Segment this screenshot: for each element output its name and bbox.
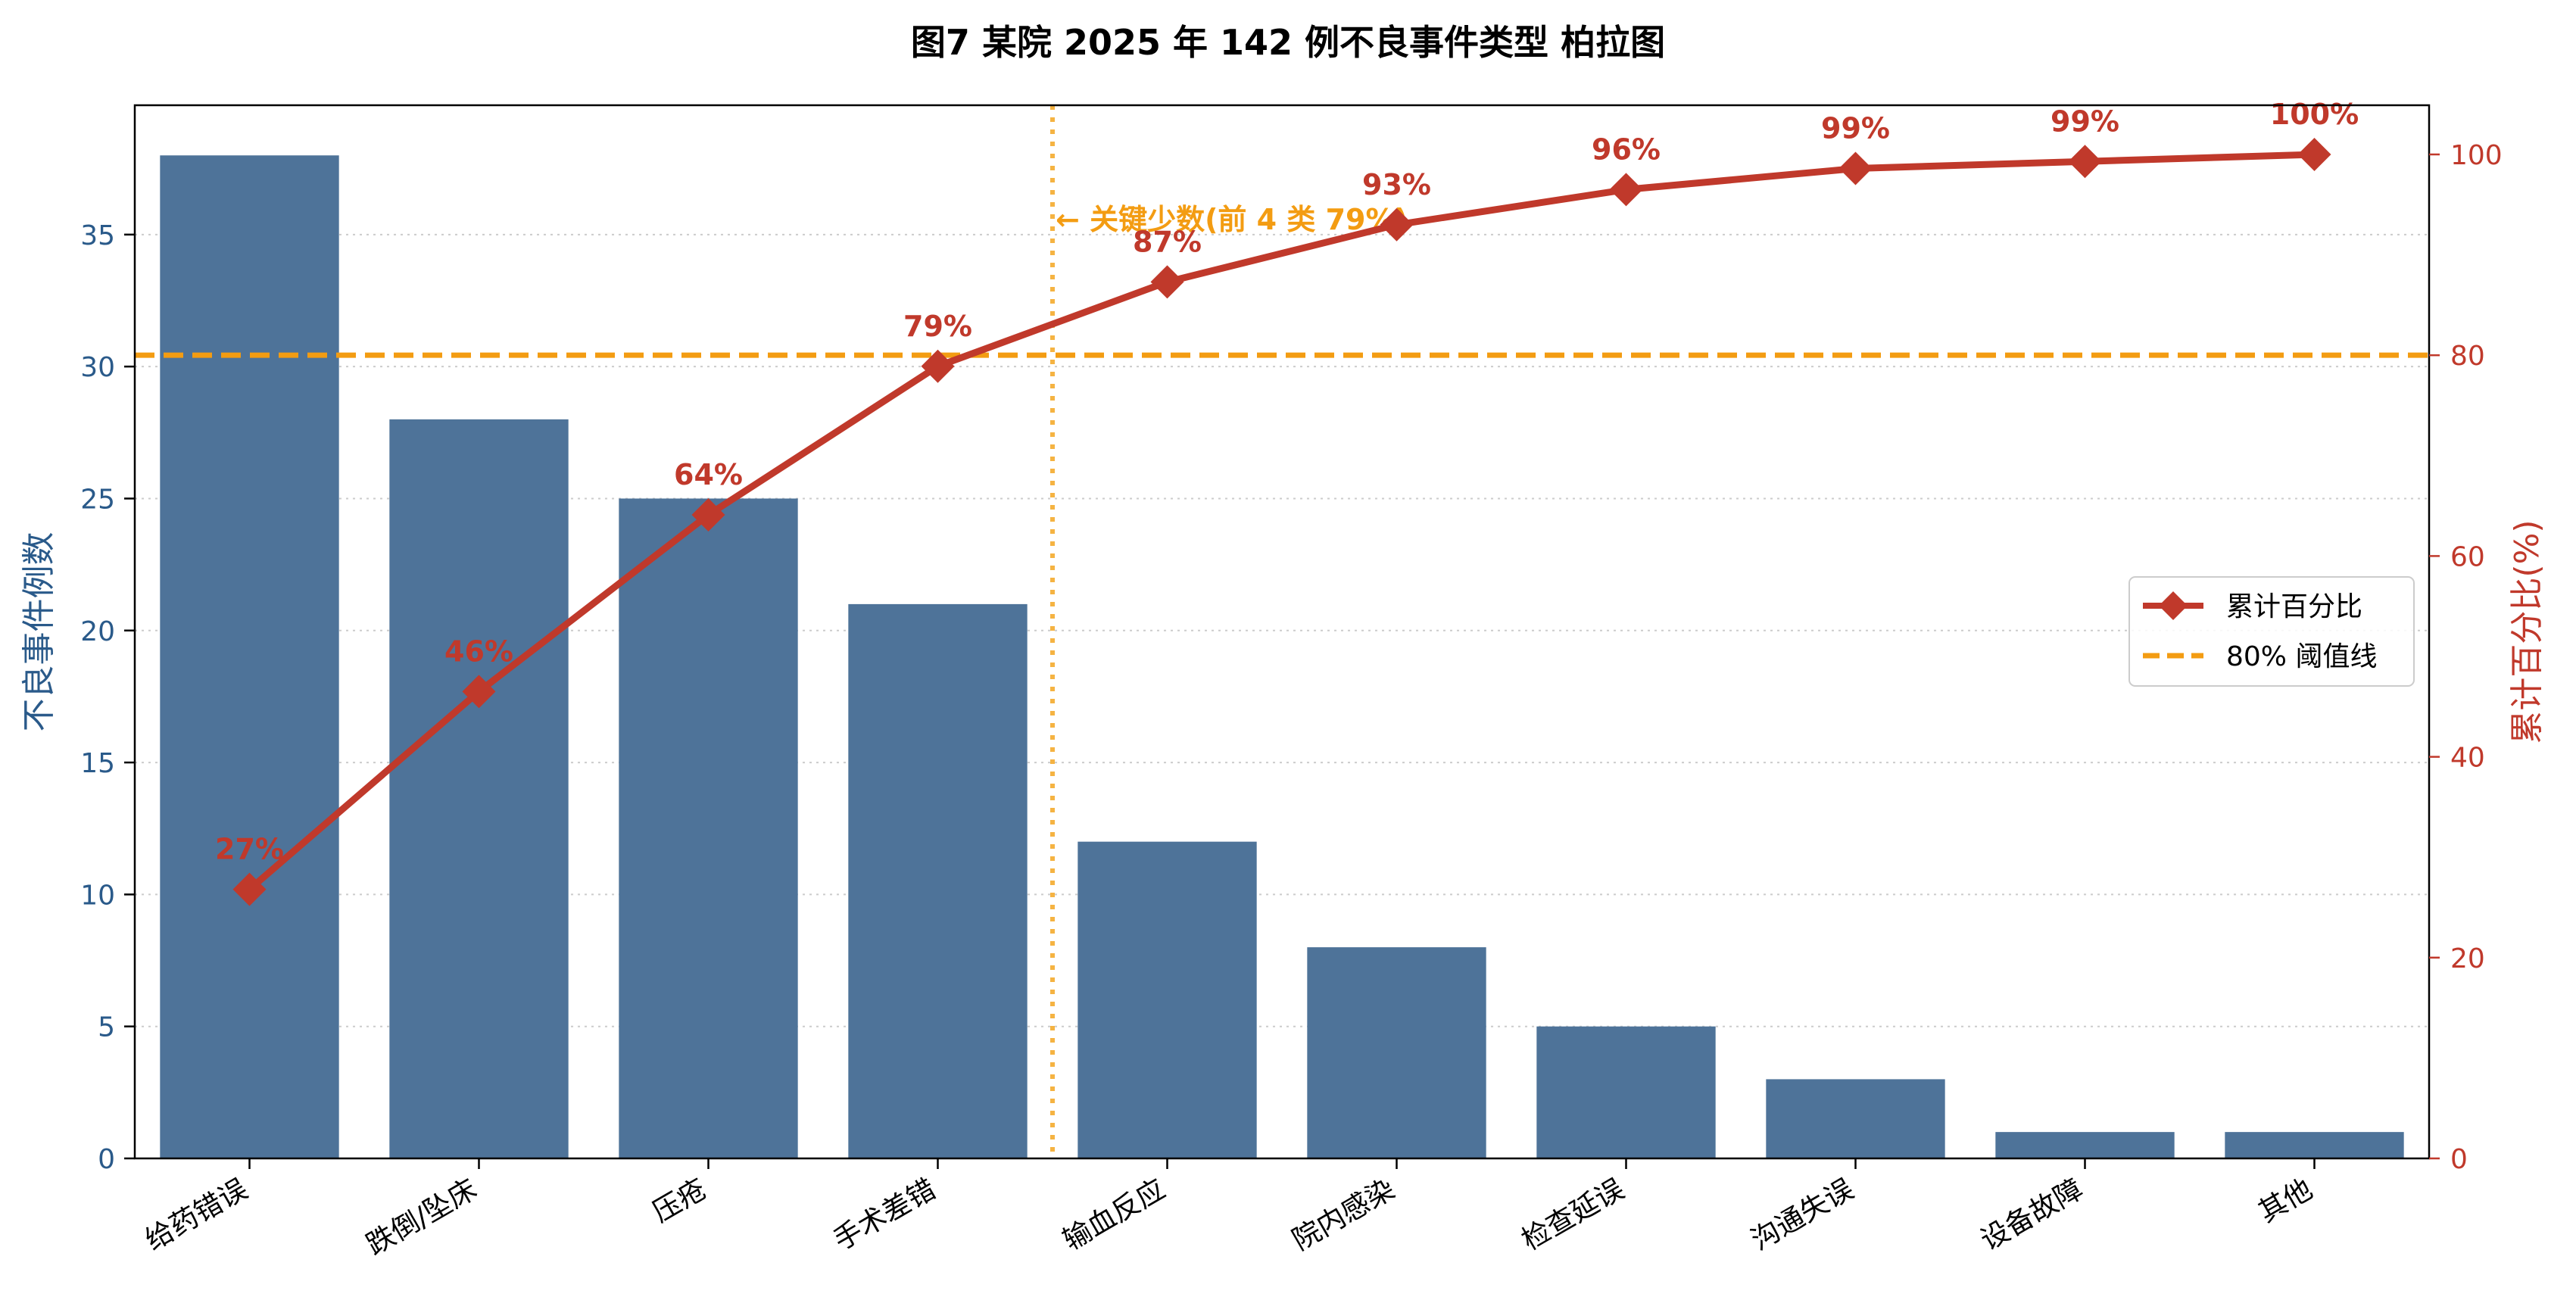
bar — [160, 155, 339, 1159]
bar — [2225, 1132, 2404, 1158]
data-label: 99% — [1821, 112, 1890, 145]
data-label: 64% — [674, 458, 743, 491]
data-label: 46% — [444, 634, 513, 668]
data-label: 87% — [1133, 225, 1202, 258]
legend-marker-swatch — [2159, 591, 2188, 620]
data-label: 27% — [215, 833, 284, 866]
plot-frame — [133, 104, 2431, 1160]
bar — [1536, 1026, 1716, 1158]
y-tick-label: 5 — [98, 1012, 115, 1043]
y-tick-label: 35 — [80, 220, 115, 251]
cumulative-point — [1609, 173, 1643, 207]
legend-label-cumulative: 累计百分比 — [2226, 591, 2362, 622]
y-tick-label: 30 — [80, 352, 115, 383]
cumulative-point — [232, 872, 267, 906]
cumulative-point — [1150, 265, 1184, 299]
cumulative-point — [2297, 137, 2331, 171]
cumulative-point — [691, 498, 725, 532]
bar — [619, 498, 798, 1158]
data-label: 79% — [903, 310, 972, 343]
y2-tick-label: 0 — [2450, 1144, 2468, 1175]
bar — [848, 603, 1028, 1158]
cumulative-point — [921, 349, 955, 383]
y-tick-label: 20 — [80, 616, 115, 647]
y-axis-label: 不良事件例数 — [20, 532, 58, 732]
cumulative-point — [462, 675, 496, 709]
y2-tick-label: 80 — [2450, 341, 2485, 372]
bar — [1077, 841, 1257, 1158]
cumulative-line — [246, 151, 2318, 893]
bar — [389, 419, 569, 1158]
y-tick-label: 15 — [80, 748, 115, 779]
y2-tick-label: 60 — [2450, 541, 2485, 572]
y-tick-label: 25 — [80, 484, 115, 515]
cumulative-point — [1380, 207, 1414, 242]
y-tick-label: 0 — [98, 1144, 115, 1175]
data-label: 93% — [1362, 168, 1431, 201]
legend-label-threshold: 80% 阈值线 — [2226, 641, 2377, 672]
data-label: 96% — [1592, 132, 1661, 166]
cumulative-point — [1838, 151, 1873, 185]
y2-axis-label: 累计百分比(%) — [2508, 519, 2546, 744]
y-tick-label: 10 — [80, 880, 115, 911]
vital-few-annotation: ← 关键少数(前 4 类 79%) — [1056, 203, 1408, 236]
bar — [1307, 947, 1486, 1158]
chart-title: 图7 某院 2025 年 142 例不良事件类型 柏拉图 — [911, 22, 1665, 63]
y2-tick-label: 20 — [2450, 943, 2485, 974]
y2-tick-label: 100 — [2450, 140, 2503, 171]
y2-tick-label: 40 — [2450, 743, 2485, 774]
data-label: 100% — [2270, 98, 2359, 131]
data-label: 99% — [2051, 104, 2119, 138]
cumulative-point — [2068, 145, 2102, 179]
bar — [1995, 1132, 2175, 1158]
bar — [1766, 1079, 1945, 1158]
